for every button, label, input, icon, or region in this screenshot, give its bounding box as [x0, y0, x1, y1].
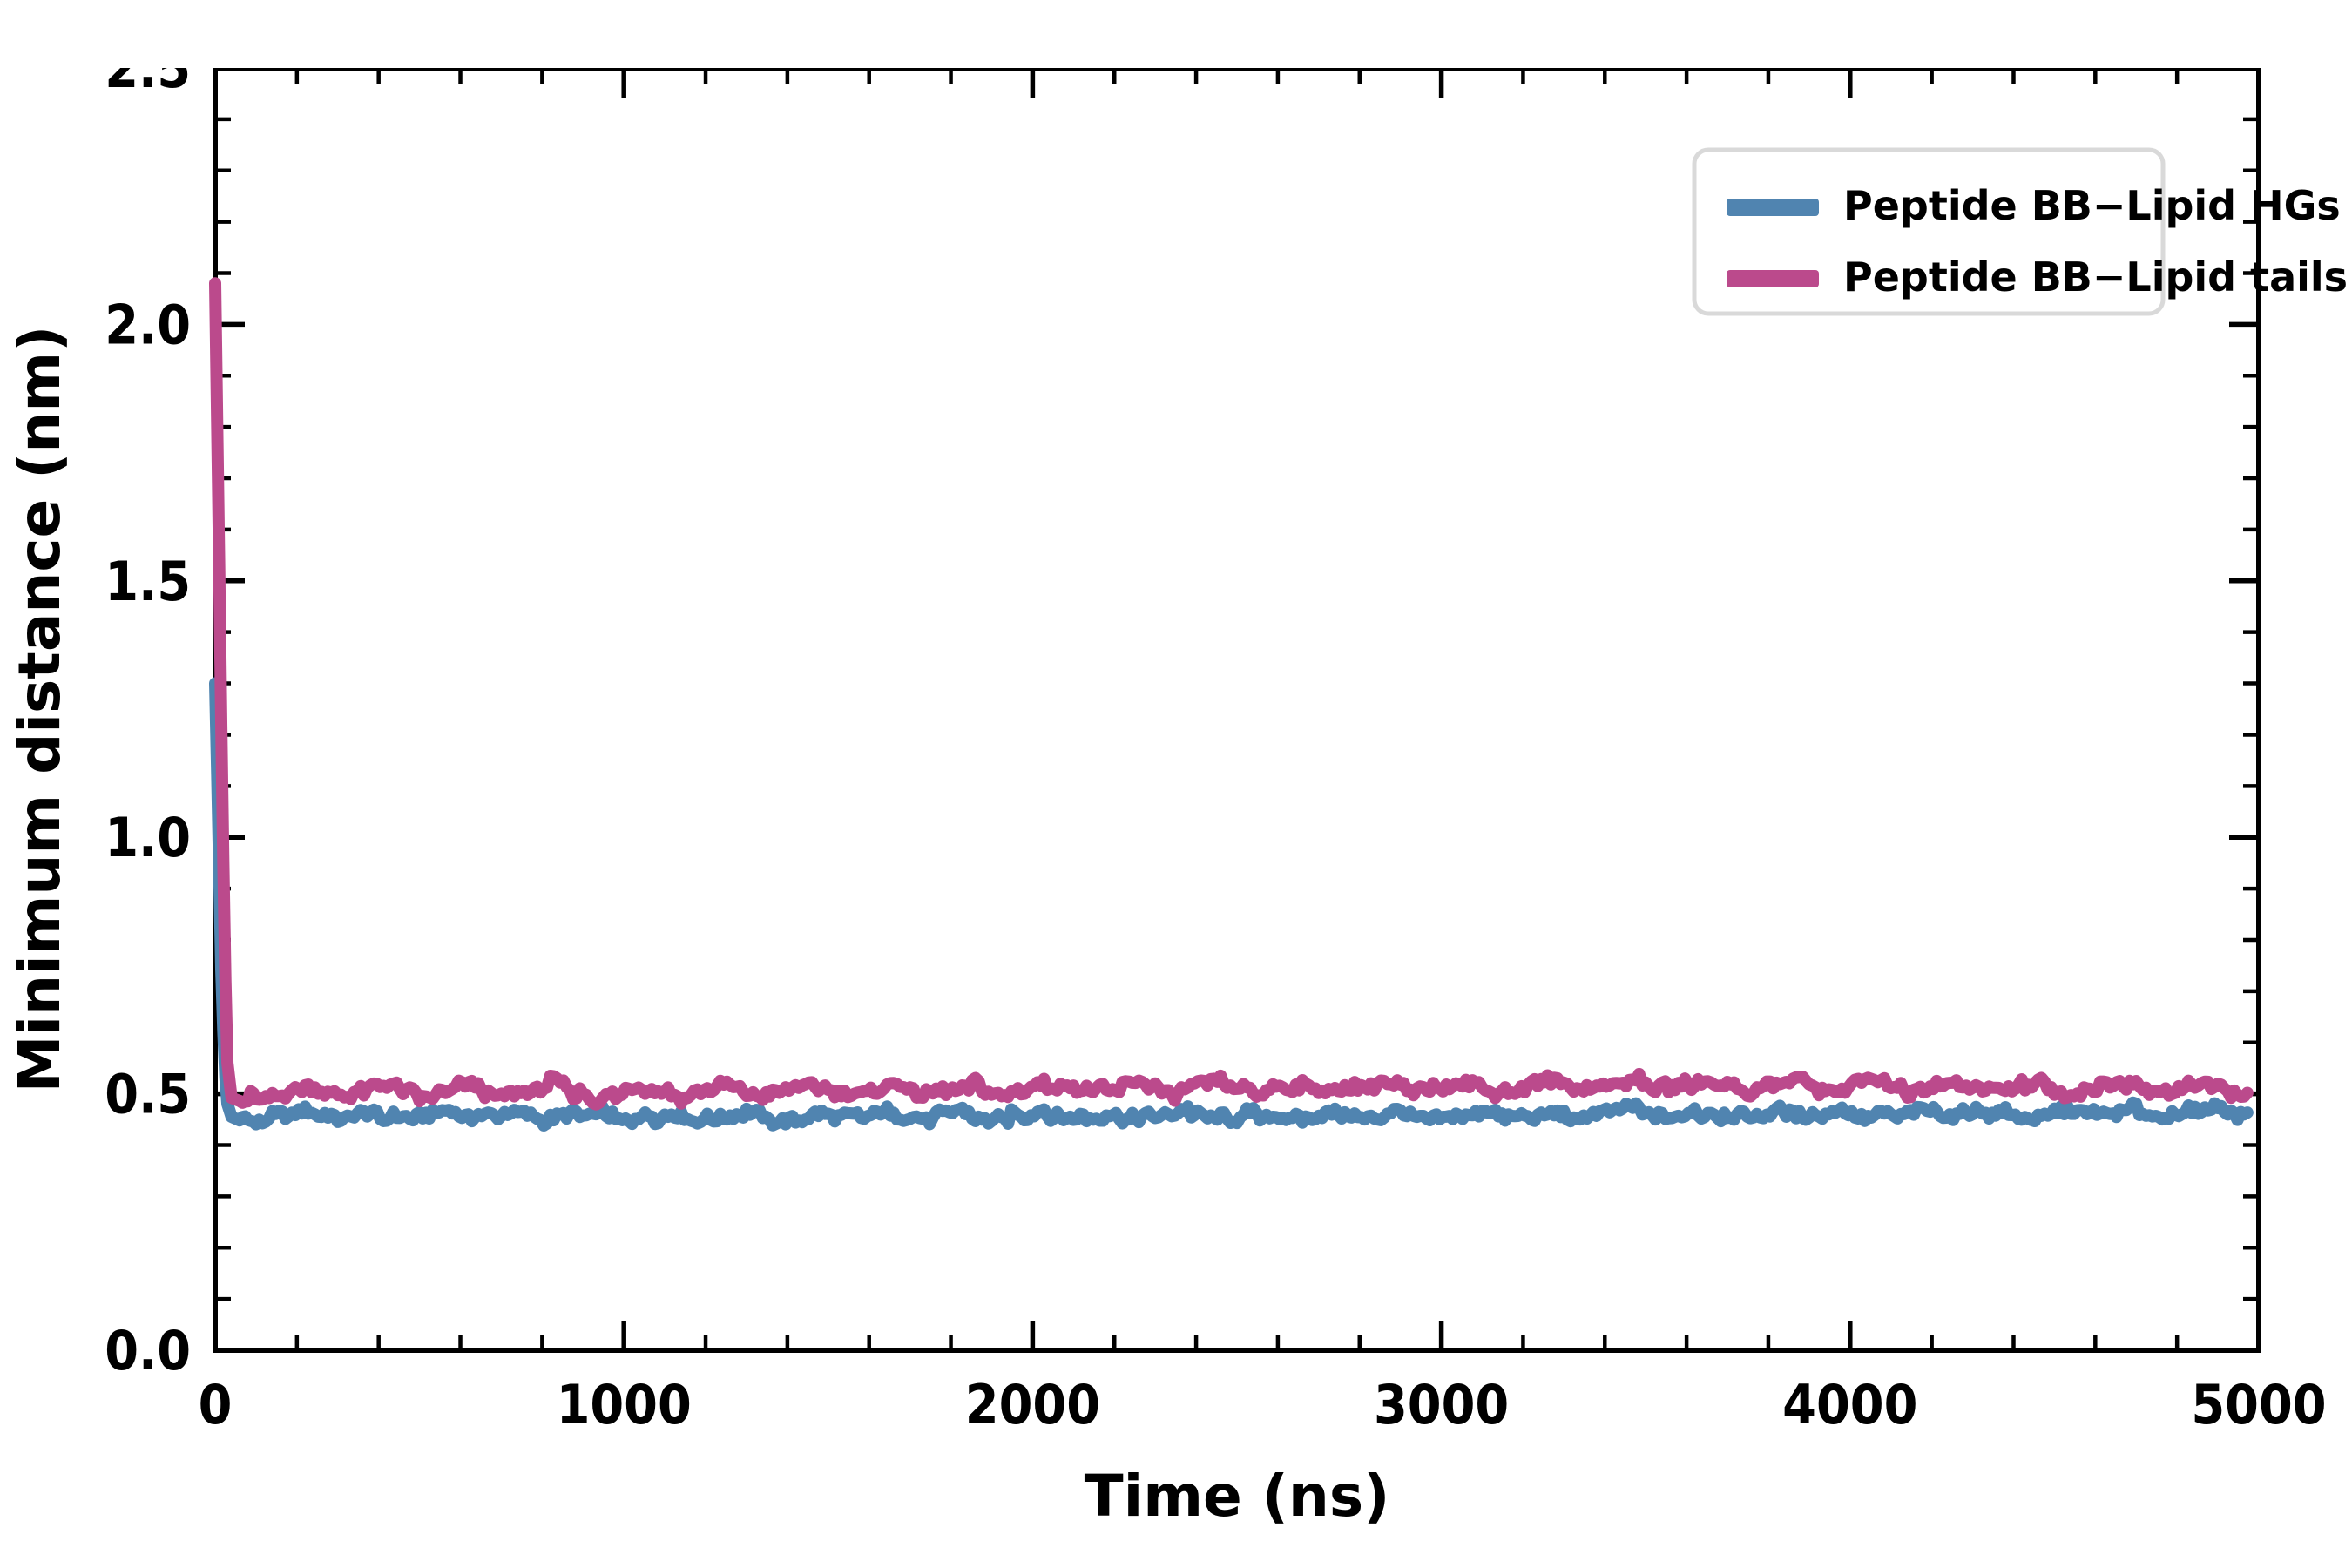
x-tick-label: 5000 — [2191, 1373, 2326, 1436]
series-line-tails — [209, 277, 2254, 1111]
y-tick-label: 2.0 — [105, 293, 191, 356]
x-tick-label: 4000 — [1782, 1373, 1917, 1436]
series-line-hgs — [209, 677, 2254, 1132]
legend-swatch-hgs — [1727, 199, 1819, 216]
legend-label-tails: Peptide BB−Lipid tails — [1843, 253, 2348, 301]
data-series-group — [209, 277, 2254, 1132]
x-tick-label: 2000 — [965, 1373, 1100, 1436]
x-axis-ticks: 0 1000 2000 3000 4000 5000 — [199, 68, 2327, 1436]
y-tick-label: 0.0 — [105, 1319, 191, 1382]
x-tick-label: 3000 — [1374, 1373, 1509, 1436]
y-tick-label: 1.0 — [105, 806, 191, 869]
y-tick-label: 1.5 — [105, 550, 191, 613]
legend-swatch-tails — [1727, 270, 1819, 287]
y-tick-label: 0.5 — [105, 1063, 191, 1126]
legend: Peptide BB−Lipid HGs Peptide BB−Lipid ta… — [1692, 147, 2348, 316]
legend-label-hgs: Peptide BB−Lipid HGs — [1843, 182, 2341, 229]
x-axis-label: Time (ns) — [1085, 1463, 1390, 1530]
x-tick-label: 0 — [199, 1373, 233, 1436]
clip-top — [0, 0, 2352, 68]
y-axis-ticks: 0.00.51.01.52.02.5 — [105, 37, 2259, 1382]
y-axis-label: Minimum distance (nm) — [6, 326, 73, 1093]
x-tick-label: 1000 — [557, 1373, 692, 1436]
